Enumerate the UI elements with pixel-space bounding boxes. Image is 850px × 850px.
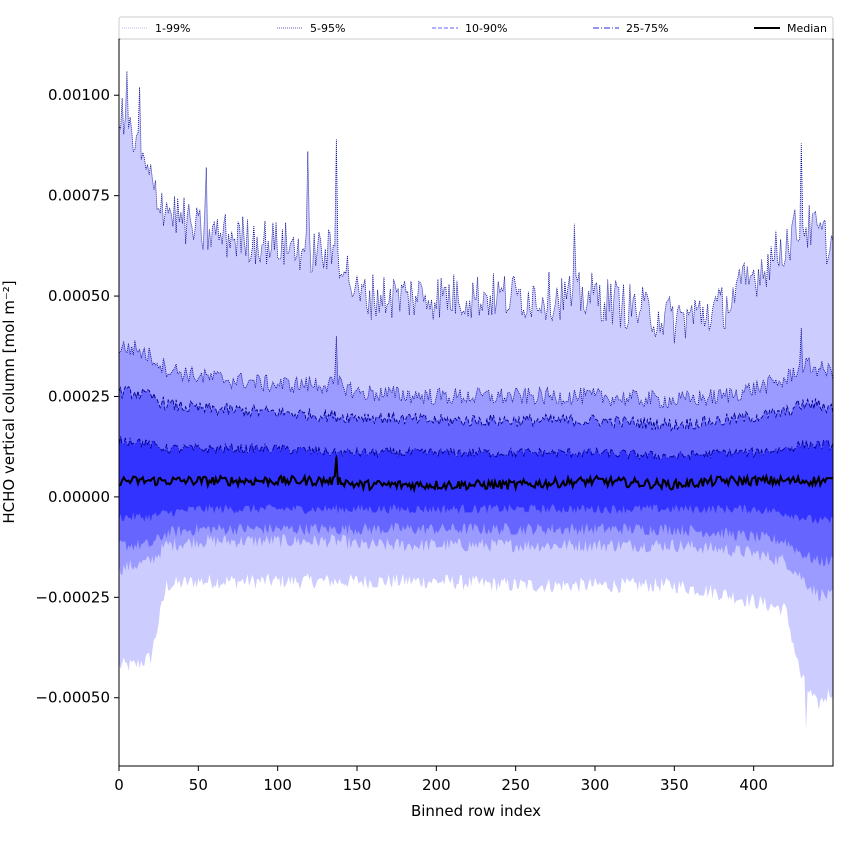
legend-box — [118, 16, 834, 40]
edge-line-p75 — [119, 435, 833, 461]
y-axis-label: HCHO vertical column [mol m⁻²] — [0, 280, 18, 523]
x-tick-label: 200 — [422, 776, 451, 794]
x-tick-label: 100 — [263, 776, 292, 794]
y-tick-label: 0.00050 — [48, 287, 110, 305]
edge-line-p95 — [119, 328, 833, 409]
x-tick-label: 400 — [739, 776, 768, 794]
legend: 1-99% 5-95% 10-90% 25-75% Median — [118, 16, 834, 40]
legend-label: 25-75% — [626, 22, 668, 35]
y-tick-label: −0.00025 — [35, 588, 110, 606]
x-tick-label: 0 — [114, 776, 124, 794]
legend-label: Median — [787, 22, 827, 35]
y-tick-label: −0.00050 — [35, 689, 110, 707]
y-tick-label: 0.00025 — [48, 387, 110, 405]
x-tick-label: 50 — [189, 776, 208, 794]
legend-label: 10-90% — [465, 22, 507, 35]
x-axis-label: Binned row index — [411, 802, 541, 820]
legend-label: 1-99% — [155, 22, 190, 35]
x-tick-label: 350 — [660, 776, 689, 794]
edge-line-p99 — [119, 71, 833, 344]
y-tick-label: 0.00100 — [48, 86, 110, 104]
x-tick-label: 150 — [343, 776, 372, 794]
y-tick-label: 0.00075 — [48, 187, 110, 205]
median-line — [119, 456, 833, 494]
y-tick-label: 0.00000 — [48, 488, 110, 506]
x-tick-label: 300 — [581, 776, 610, 794]
x-tick-label: 250 — [501, 776, 530, 794]
percentile-bands — [119, 71, 833, 730]
band-edge-lines — [119, 71, 833, 494]
edge-line-p90 — [119, 385, 833, 432]
legend-label: 5-95% — [310, 22, 345, 35]
